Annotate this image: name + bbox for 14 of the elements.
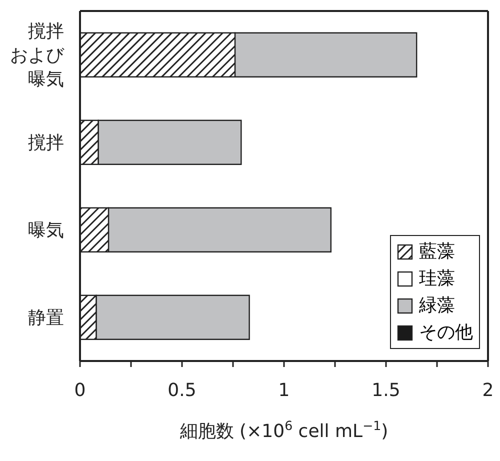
legend-label: 珪藻 (419, 267, 455, 291)
y-tick-label: 静置 (28, 306, 64, 328)
x-axis-title: 細胞数 (×10$^{6}$ cell mL$^{−1}$) (178, 418, 388, 442)
x-tick-label: 1.5 (372, 380, 400, 401)
y-tick-label: 曝気 (28, 219, 64, 240)
legend-label: 藍藻 (419, 240, 455, 264)
x-tick-label: 0.5 (168, 380, 196, 401)
y-tick-label: 撹拌 (28, 132, 64, 153)
x-tick-label: 1 (278, 380, 290, 401)
x-tick-label: 2 (482, 380, 494, 401)
legend-label: その他 (419, 321, 473, 345)
y-tick-label: 撹拌および曝気 (10, 20, 65, 90)
legend-label: 緑藻 (419, 294, 455, 318)
x-tick-label: 0 (74, 380, 86, 401)
